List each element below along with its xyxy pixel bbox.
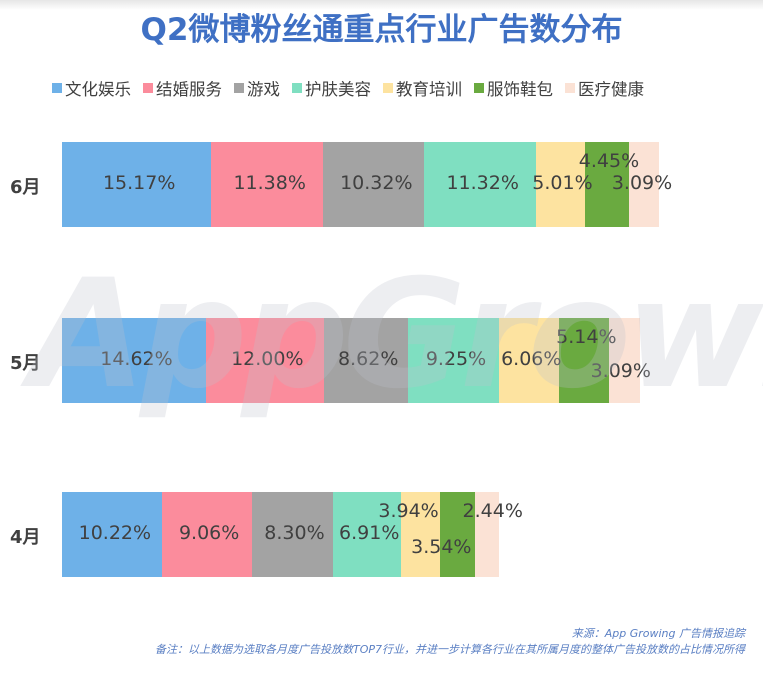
bar-segment: 3.54% [411,492,475,577]
bar-segment: 9.25% [408,318,500,403]
legend-swatch-icon [383,83,393,93]
legend-label: 医疗健康 [578,80,644,99]
bar-segment: 8.30% [251,492,334,577]
legend-label: 服饰鞋包 [487,80,553,99]
segment-value-label: 15.17% [102,171,176,194]
bar-segment: 3.09% [591,318,651,403]
row-label: 5月 [10,352,41,374]
row-label: 6月 [10,176,41,198]
bar-segment: 5.14% [556,318,617,403]
segment-value-label: 4.45% [578,149,640,172]
legend-swatch-icon [234,83,244,93]
bar-segment: 3.09% [612,142,672,227]
legend-label: 游戏 [247,80,280,99]
segment-value-label: 14.62% [100,347,173,370]
bar-segment: 10.22% [62,492,163,577]
segment-value-label: 11.38% [233,171,306,194]
legend-label: 教育培训 [396,80,462,99]
segment-value-label: 3.09% [590,359,651,382]
legend-label: 护肤美容 [305,80,371,99]
chart-title: Q2微博粉丝通重点行业广告数分布 [140,12,623,48]
legend: 文化娱乐 结婚服务 游戏 护肤美容 教育培训 服饰鞋包 医疗健康 [52,76,644,100]
segment-value-label: 5.01% [532,171,593,194]
legend-label: 结婚服务 [156,80,222,99]
top-shadow [0,0,763,10]
legend-swatch-icon [52,83,62,93]
segment-value-label: 2.44% [462,499,523,522]
row-label: 4月 [10,526,41,548]
stacked-bar: 15.17% 11.38% 10.32% 11.32% 5.01% 4.45% 3.09% [62,142,672,227]
stacked-bar: 10.22% 9.06% 8.30% 6.91% 3.94% 3.54% 2.44% [62,492,523,577]
legend-item: 游戏 [234,76,280,100]
segment-value-label: 6.06% [501,347,562,370]
legend-swatch-icon [143,83,153,93]
bar-segment: 3.94% [378,492,440,577]
segment-value-label: 9.06% [178,521,240,544]
bar-segment: 6.91% [333,492,401,577]
segment-value-label: 10.22% [78,521,152,544]
segment-value-label: 6.91% [339,521,400,544]
legend-swatch-icon [474,83,484,93]
bar-segment: 12.00% [205,318,324,403]
bar-segment: 11.32% [424,142,536,227]
bar-segment: 15.17% [62,142,212,227]
source-text: 来源：App Growing 广告情报追踪 [571,627,745,640]
bar-segment: 6.06% [499,318,562,403]
legend-item: 服饰鞋包 [474,76,553,100]
bar-segment: 11.38% [211,142,323,227]
segment-value-label: 3.94% [378,499,439,522]
legend-item: 医疗健康 [565,76,644,100]
bar-segment: 2.44% [463,492,523,577]
legend-item: 护肤美容 [292,76,371,100]
bar-segment: 8.62% [323,318,409,403]
segment-value-label: 11.32% [446,171,519,194]
bar-segment: 4.45% [579,142,639,227]
note-text: 备注：以上数据为选取各月度广告投放数TOP7行业，并进一步计算各行业在其所属月度… [154,643,745,656]
legend-item: 文化娱乐 [52,76,131,100]
legend-swatch-icon [565,83,575,93]
legend-item: 教育培训 [383,76,462,100]
segment-value-label: 3.54% [411,535,472,558]
legend-item: 结婚服务 [143,76,222,100]
segment-value-label: 9.25% [425,347,487,370]
segment-value-label: 10.32% [340,171,413,194]
segment-value-label: 8.30% [264,521,325,544]
bar-segment: 14.62% [62,318,206,403]
segment-value-label: 3.09% [611,171,673,194]
segment-value-label: 5.14% [556,325,617,348]
segment-value-label: 12.00% [231,347,304,370]
segment-value-label: 8.62% [338,347,399,370]
bar-segment: 9.06% [162,492,252,577]
legend-label: 文化娱乐 [65,80,131,99]
bar-segment: 10.32% [322,142,425,227]
bar-segment: 5.01% [532,142,593,227]
stacked-bar: 14.62% 12.00% 8.62% 9.25% 6.06% 5.14% 3.09% [62,318,651,403]
legend-swatch-icon [292,83,302,93]
